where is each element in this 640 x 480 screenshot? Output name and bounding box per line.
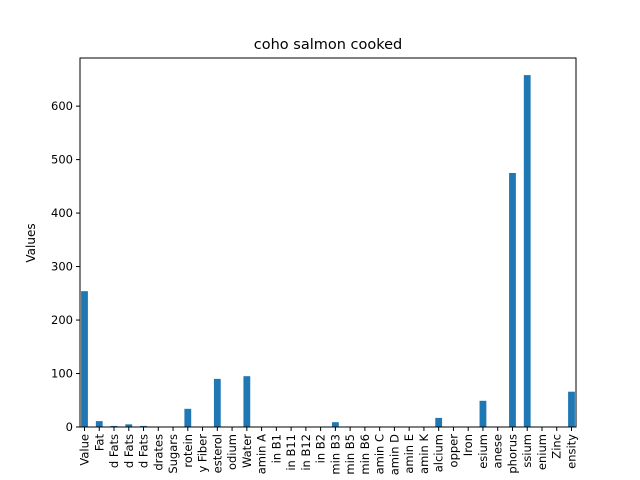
x-tick-label: Iron: [461, 434, 475, 456]
x-tick-label: min B5: [343, 434, 357, 475]
x-tick-label: in B12: [299, 434, 313, 471]
x-tick-label: Zinc: [550, 434, 564, 459]
x-tick-label: amin C: [373, 434, 387, 474]
plot-frame: [79, 57, 577, 428]
x-tick-label: phorus: [505, 434, 519, 474]
bar: [509, 172, 516, 427]
x-tick-label: drates: [151, 434, 165, 471]
x-tick-label: esterol: [210, 434, 224, 473]
y-tick-label: 300: [51, 260, 73, 274]
bar: [81, 291, 88, 427]
x-tick-label: d Fats: [107, 434, 121, 468]
bar: [331, 422, 339, 427]
x-tick-label: min B3: [328, 434, 342, 475]
x-tick-label: amin E: [402, 434, 416, 474]
bar: [213, 378, 221, 427]
y-tick-label: 100: [51, 367, 73, 381]
bar: [435, 417, 443, 427]
bar: [184, 408, 192, 427]
x-tick-label: ssium: [520, 434, 534, 468]
bar: [110, 425, 118, 427]
x-tick-label: odium: [225, 434, 239, 470]
y-axis: 0 100 200 300 400 500 600: [51, 99, 80, 434]
x-tick-label: Fat: [92, 434, 106, 452]
x-tick-label: y Fiber: [196, 434, 210, 473]
bar: [243, 376, 251, 427]
y-tick-label: 200: [51, 313, 73, 327]
x-tick-label: rotein: [181, 434, 195, 468]
x-tick-label: d Fats: [122, 434, 136, 468]
x-tick-label: Water: [240, 434, 254, 468]
x-tick-label: in B2: [314, 434, 328, 463]
x-tick-label: in B11: [284, 434, 298, 471]
x-tick-label: esium: [476, 434, 490, 469]
x-tick-label: in B1: [269, 434, 283, 463]
bar: [568, 391, 575, 427]
chart-title: coho salmon cooked: [254, 37, 403, 53]
x-tick-label: anese: [491, 434, 505, 468]
y-tick-label: 0: [66, 420, 73, 434]
x-tick-label: ensity: [565, 434, 579, 469]
bar: [479, 400, 487, 427]
x-tick-label: enium: [535, 434, 549, 470]
x-tick-label: amin K: [417, 434, 431, 474]
y-tick-label: 500: [51, 153, 73, 167]
bar: [523, 75, 531, 428]
bar: [140, 425, 147, 427]
bar: [125, 424, 133, 427]
bar: [95, 421, 103, 427]
x-tick-label: amin D: [387, 434, 401, 475]
x-axis: Value Fat d Fats d Fats d Fats drates Sugars ro…: [78, 427, 579, 475]
x-tick-label: min B6: [358, 434, 372, 475]
x-tick-label: d Fats: [137, 434, 151, 468]
x-tick-label: Sugars: [166, 434, 180, 474]
y-tick-label: 600: [51, 99, 73, 113]
x-tick-label: opper: [446, 434, 460, 468]
x-tick-label: alcium: [432, 434, 446, 472]
y-tick-label: 400: [51, 206, 73, 220]
x-tick-label: Value: [78, 434, 92, 466]
x-tick-label: amin A: [255, 434, 269, 474]
bars-group: [81, 75, 575, 428]
y-axis-label: Values: [24, 223, 38, 262]
